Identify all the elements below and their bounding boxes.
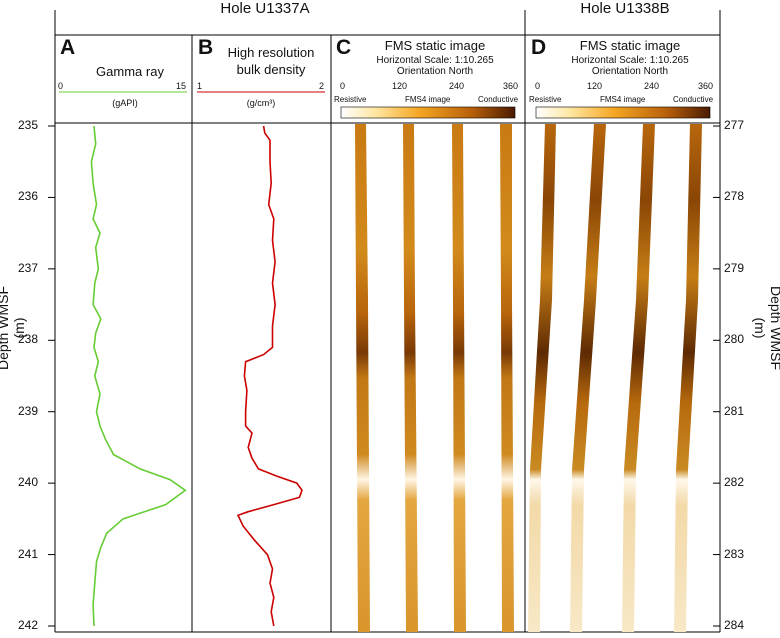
panel-a-scale-max: 15 (176, 81, 187, 91)
fms-pad (570, 124, 606, 632)
panel-c-letter: C (336, 36, 352, 59)
depth-label-left: 235 (18, 118, 39, 132)
hole-u1338b-title: Hole U1338B (580, 0, 670, 17)
y-axis-label-right: Depth WMSF (m) (752, 285, 780, 370)
depth-label-right: 281 (724, 403, 745, 418)
panel-c-tick-0: 0 (340, 81, 346, 91)
panel-d-letter: D (531, 36, 547, 59)
panel-b-letter: B (198, 36, 214, 59)
panel-c-tick-240: 240 (449, 81, 465, 91)
fms-image-c (355, 124, 514, 632)
fms-pad (355, 124, 370, 632)
panel-d-resistive: Resistive (529, 95, 562, 104)
panel-a-title: Gamma ray (96, 64, 164, 79)
depth-label-left: 236 (18, 189, 39, 204)
panel-d-fms4: FMS4 image (600, 95, 646, 104)
depth-label-left: 238 (18, 332, 39, 347)
hole-u1337a-title: Hole U1337A (220, 0, 310, 17)
panel-b-scale-max: 2 (319, 81, 325, 91)
colorbar-c (340, 106, 516, 119)
panel-c-conductive: Conductive (478, 95, 519, 104)
depth-label-left: 237 (18, 260, 39, 275)
panel-b-title-line2: bulk density (236, 62, 306, 77)
depth-label-right: 280 (724, 332, 745, 347)
colorbar-d (535, 106, 711, 119)
depth-ticks (48, 125, 720, 627)
panel-a-letter: A (60, 36, 76, 59)
fms-image-d (528, 124, 702, 632)
fms-pad (528, 124, 556, 632)
depth-label-left: 240 (18, 475, 39, 490)
panel-c-orientation: Orientation North (396, 66, 474, 77)
panel-a-unit: (gAPI) (112, 98, 138, 108)
depth-label-right: 277 (724, 118, 745, 132)
panel-d-tick-240: 240 (644, 81, 660, 91)
figure-frame (54, 10, 721, 633)
panel-d-conductive: Conductive (673, 95, 714, 104)
y-axis-label-left: Depth WMSF (m) (0, 286, 27, 371)
depth-label-left: 239 (18, 403, 39, 418)
fms-pad (674, 124, 702, 632)
depth-label-left: 242 (18, 618, 39, 632)
panel-d-tick-0: 0 (535, 81, 541, 91)
panel-d-orientation: Orientation North (591, 66, 669, 77)
fms-pad (500, 124, 514, 632)
panel-c-scale: Horizontal Scale: 1:10.265 (376, 55, 494, 66)
panel-b-unit: (g/cm³) (246, 98, 276, 108)
fms-pad (622, 124, 655, 632)
panel-c-title: FMS static image (384, 38, 486, 53)
depth-label-right: 279 (724, 260, 745, 275)
fms-pad (452, 124, 466, 632)
bulk-density-curve (236, 125, 303, 627)
depth-label-left: 241 (18, 546, 39, 561)
panel-c-fms4: FMS4 image (405, 95, 451, 104)
panel-b-title-line1: High resolution (227, 45, 315, 60)
panel-c-tick-360: 360 (503, 81, 519, 91)
panel-c-tick-120: 120 (392, 81, 408, 91)
depth-label-right: 278 (724, 189, 745, 204)
panel-a-scale-min: 0 (58, 81, 64, 91)
panel-c-resistive: Resistive (334, 95, 367, 104)
gamma-ray-curve (90, 125, 187, 627)
panel-b-scale-min: 1 (197, 81, 203, 91)
panel-d-title: FMS static image (579, 38, 681, 53)
panel-d-tick-360: 360 (698, 81, 714, 91)
fms-pad (403, 124, 418, 632)
depth-label-right: 282 (724, 475, 745, 490)
panel-d-scale: Horizontal Scale: 1:10.265 (571, 55, 689, 66)
depth-label-right: 283 (724, 546, 745, 561)
panel-d-tick-120: 120 (587, 81, 603, 91)
depth-label-right: 284 (724, 618, 745, 632)
